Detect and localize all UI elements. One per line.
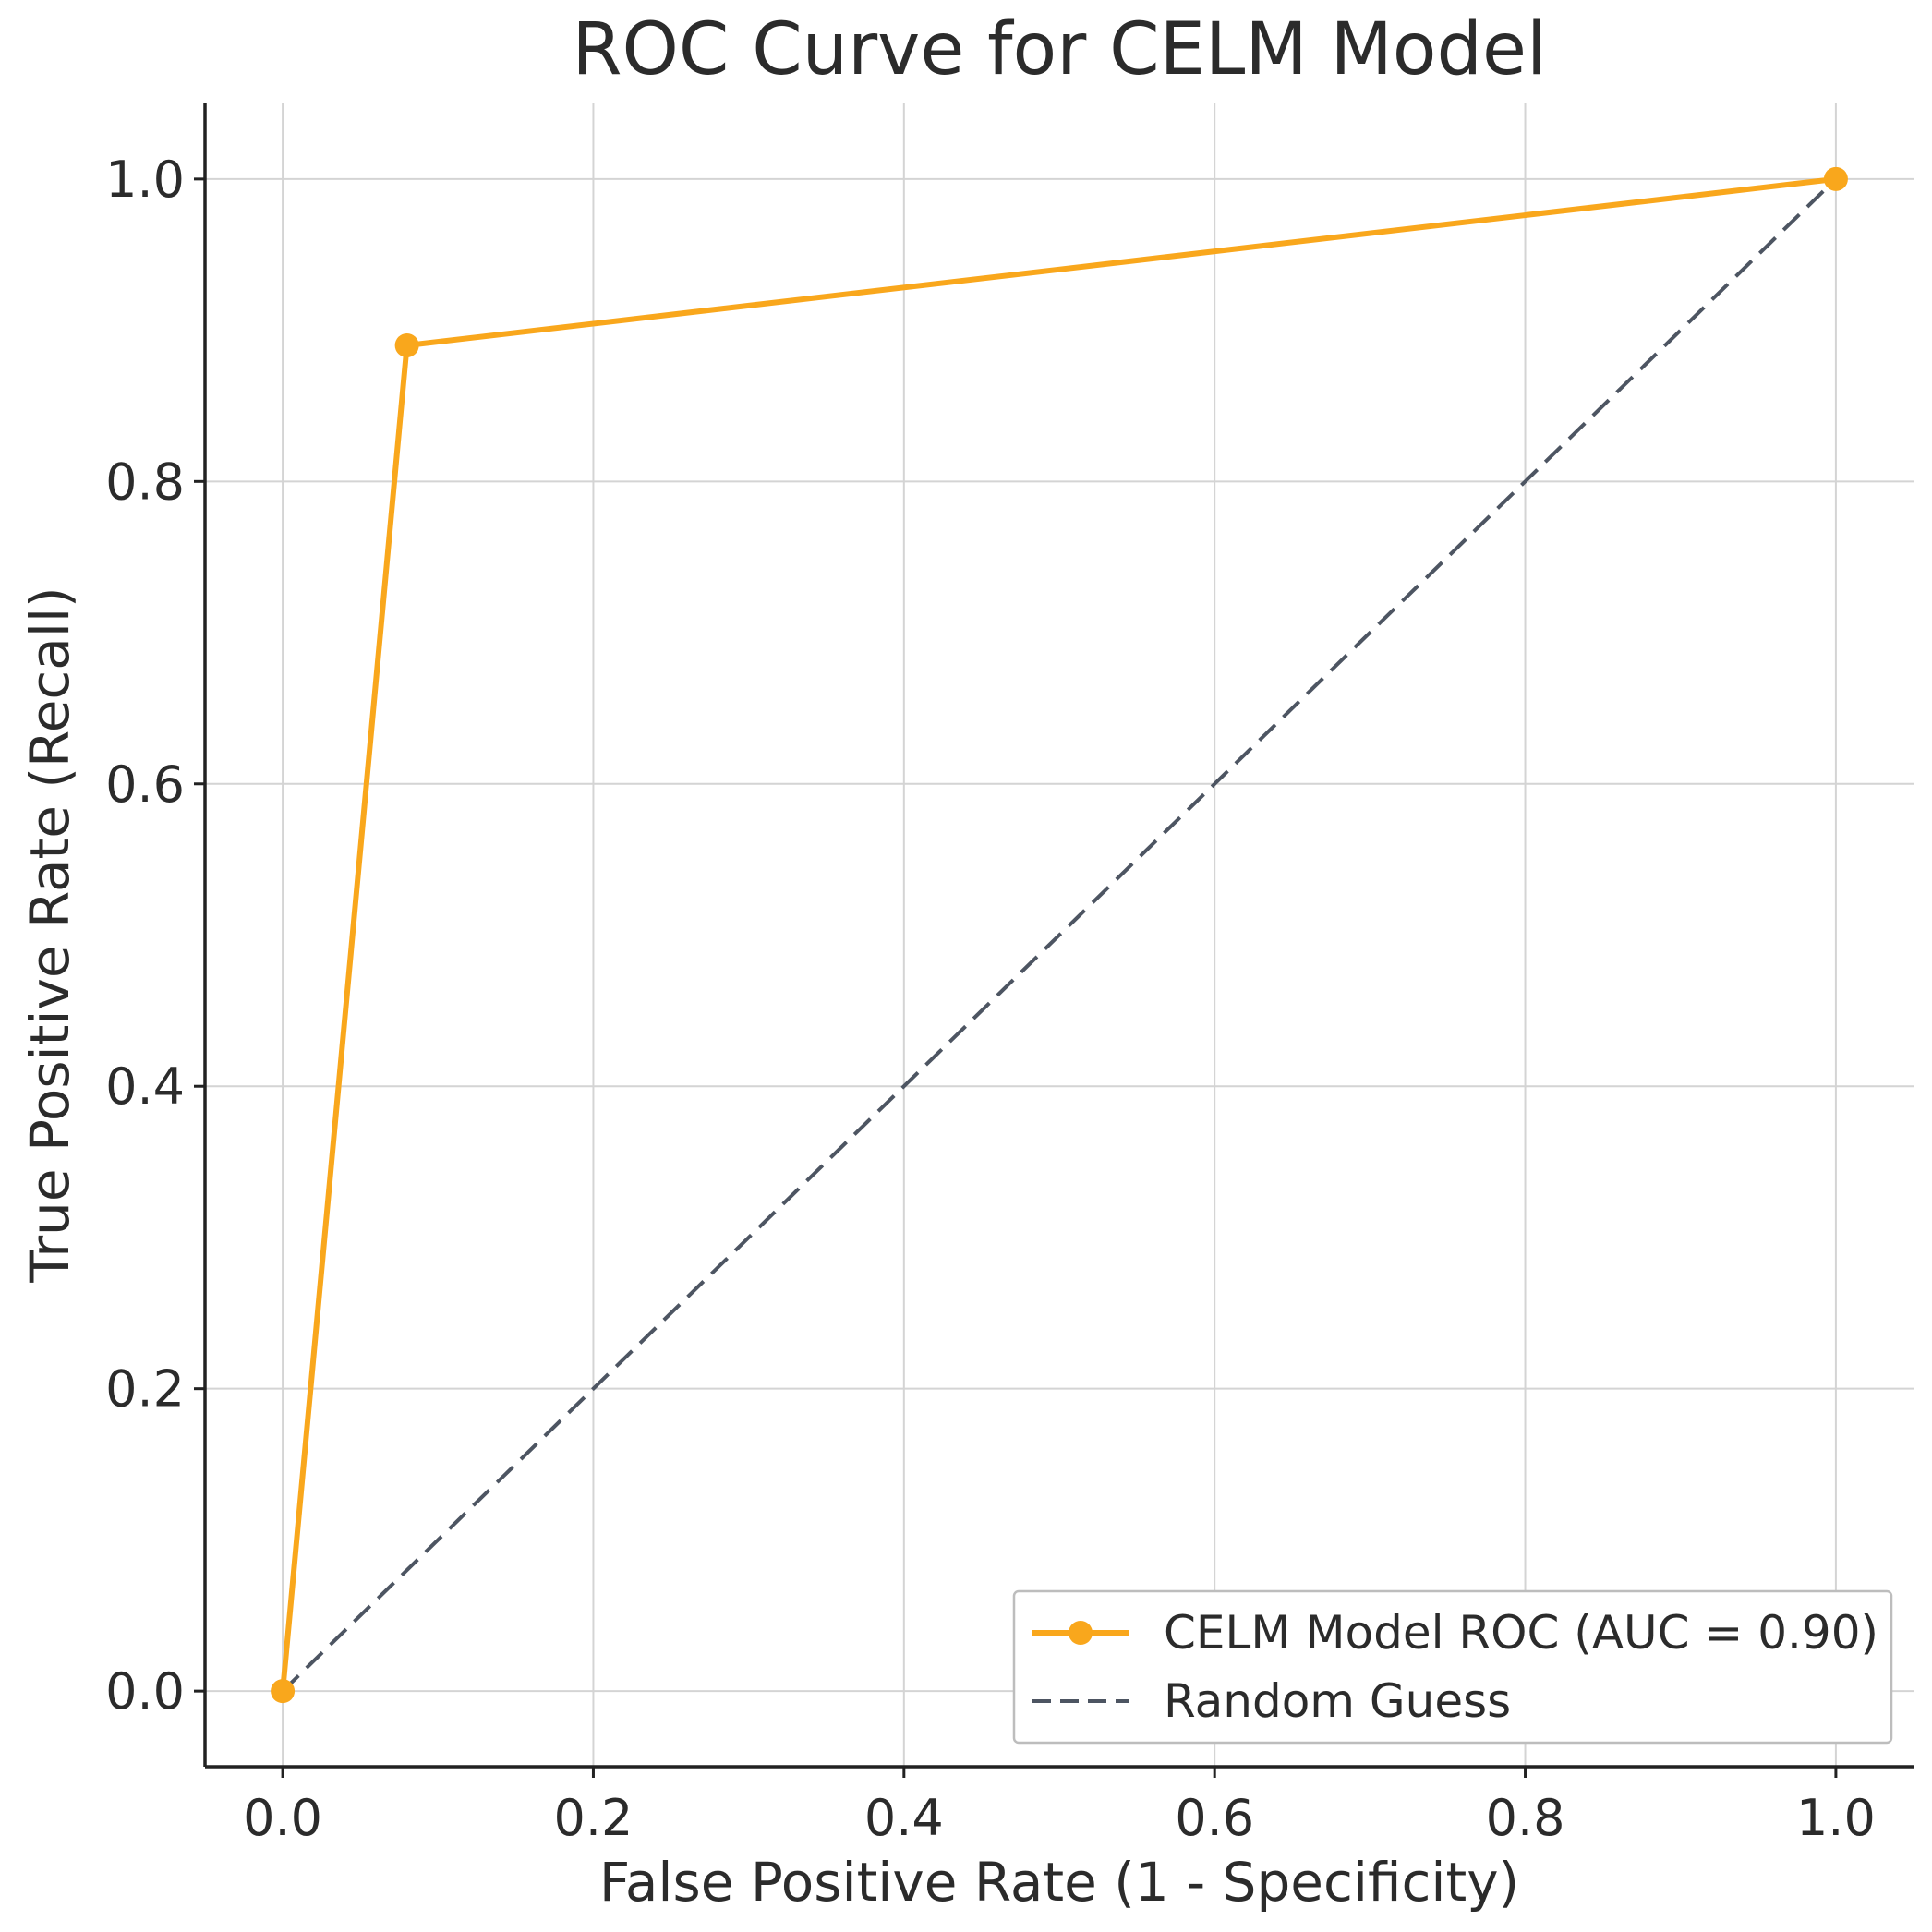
plot-series xyxy=(271,166,1848,1704)
legend-marker-0 xyxy=(1069,1621,1093,1645)
y-axis-label: True Positive Rate (Recall) xyxy=(18,586,81,1283)
ticks: 0.0 0.2 0.4 0.6 0.8 1.0 0.0 0.2 0.4 0.6 0.8 1.0 xyxy=(105,151,1876,1847)
y-tick-label: 1.0 xyxy=(105,151,185,209)
y-tick-label: 0.4 xyxy=(105,1057,185,1116)
x-tick-label: 0.6 xyxy=(1175,1789,1254,1847)
y-tick-label: 0.0 xyxy=(105,1662,185,1721)
x-tick-label: 0.8 xyxy=(1486,1789,1565,1847)
legend-label-0: CELM Model ROC (AUC = 0.90) xyxy=(1164,1606,1878,1660)
x-tick-label: 0.4 xyxy=(864,1789,944,1847)
axes xyxy=(203,103,1914,1769)
data-point xyxy=(394,332,419,357)
x-tick-label: 0.0 xyxy=(243,1789,322,1847)
legend-box xyxy=(1012,1589,1893,1745)
x-tick-label: 0.2 xyxy=(554,1789,634,1847)
x-axis-label: False Positive Rate (1 - Specificity) xyxy=(599,1851,1519,1914)
legend: CELM Model ROC (AUC = 0.90) Random Guess xyxy=(1012,1589,1893,1745)
y-tick-label: 0.8 xyxy=(105,453,185,511)
series-line-1 xyxy=(281,177,1838,1693)
y-tick-label: 0.2 xyxy=(105,1360,185,1419)
data-point xyxy=(271,1679,296,1704)
x-tick-label: 1.0 xyxy=(1796,1789,1876,1847)
data-point xyxy=(1823,166,1848,191)
legend-label-1: Random Guess xyxy=(1164,1674,1511,1728)
chart-title: ROC Curve for CELM Model xyxy=(572,8,1546,91)
y-tick-label: 0.6 xyxy=(105,755,185,814)
grid-lines xyxy=(205,103,1914,1767)
